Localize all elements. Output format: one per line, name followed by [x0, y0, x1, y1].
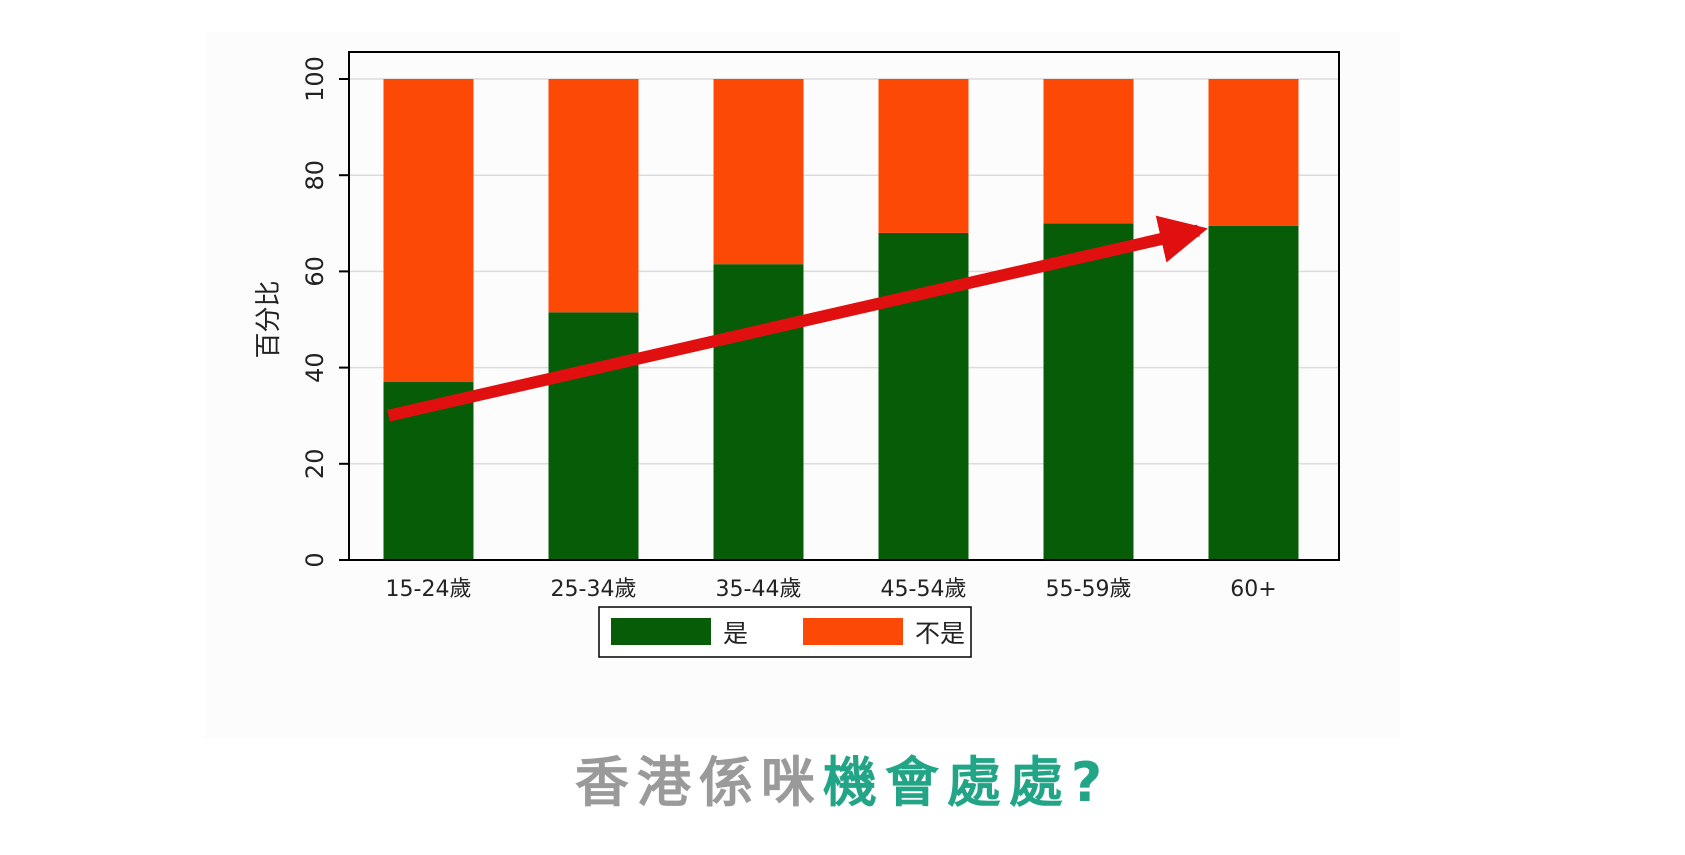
- x-tick-label: 60+: [1230, 577, 1276, 602]
- y-tick-label: 40: [301, 352, 329, 383]
- gridlines: [349, 78, 1339, 561]
- plot-frame: [348, 51, 1340, 561]
- trend-arrow: [387, 215, 1208, 422]
- bar-segment-no: [548, 79, 639, 313]
- x-tick-label: 15-24歲: [386, 577, 472, 602]
- bar-segment-no: [878, 79, 969, 233]
- y-tick-label: 100: [301, 56, 329, 102]
- chart-panel: 0 20 40 60 80 100 15-24歲 25-34歲 35-44歲 45-54歲 55-5…: [205, 32, 1400, 738]
- bar-segment-yes: [713, 264, 804, 560]
- bar-segment-yes: [548, 312, 639, 560]
- caption-part-2: 機會處處?: [822, 751, 1111, 814]
- bars: [383, 79, 1299, 561]
- x-tick-label: 55-59歲: [1046, 577, 1132, 602]
- y-tick-label: 80: [301, 160, 329, 191]
- trend-annotation: [387, 215, 1208, 422]
- y-tick-label: 20: [301, 449, 329, 480]
- legend-swatch-no: [803, 618, 903, 645]
- legend-label-yes: 是: [723, 619, 748, 648]
- y-tick-label: 60: [301, 256, 329, 287]
- x-tick-label: 45-54歲: [881, 577, 967, 602]
- y-axis-label: 百分比: [254, 280, 284, 358]
- bar-segment-yes: [1043, 223, 1134, 561]
- legend-swatch-yes: [611, 618, 711, 645]
- bar-segment-no: [1208, 79, 1299, 226]
- y-tick-label: 0: [301, 552, 329, 567]
- bar-segment-no: [383, 79, 474, 383]
- x-tick-label: 35-44歲: [716, 577, 802, 602]
- bar-segment-no: [713, 79, 804, 265]
- x-tick-label: 25-34歲: [551, 577, 637, 602]
- caption: 香港係咪機會處處?: [0, 748, 1685, 818]
- legend-label-no: 不是: [915, 619, 965, 648]
- bar-segment-yes: [1208, 225, 1299, 560]
- caption-part-1: 香港係咪: [574, 751, 823, 814]
- legend: 是 不是: [598, 606, 972, 658]
- stacked-bar-chart: 0 20 40 60 80 100 15-24歲 25-34歲 35-44歲 45-54歲 55-5…: [254, 51, 1340, 658]
- bar-segment-no: [1043, 79, 1134, 224]
- axes: 0 20 40 60 80 100 15-24歲 25-34歲 35-44歲 45-54歲 55-5…: [301, 51, 1340, 602]
